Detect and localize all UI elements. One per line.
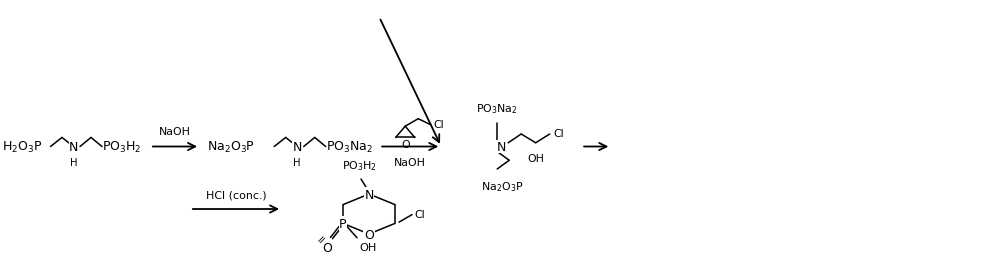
Text: Cl: Cl: [553, 129, 564, 139]
Text: NaOH: NaOH: [394, 158, 426, 168]
Text: Cl: Cl: [415, 209, 425, 219]
Text: P: P: [339, 217, 346, 230]
Text: OH: OH: [359, 242, 377, 252]
Text: H: H: [293, 158, 301, 168]
Text: Na$_2$O$_3$P: Na$_2$O$_3$P: [482, 179, 524, 193]
Text: Cl: Cl: [434, 120, 444, 130]
Text: HCl (conc.): HCl (conc.): [206, 189, 266, 200]
Text: PO$_3$Na$_2$: PO$_3$Na$_2$: [477, 102, 518, 116]
Text: H: H: [70, 158, 77, 168]
Text: $\mathregular{=}$: $\mathregular{=}$: [312, 231, 328, 247]
Text: PO$_3$H$_2$: PO$_3$H$_2$: [102, 139, 142, 154]
Text: PO$_3$Na$_2$: PO$_3$Na$_2$: [327, 139, 374, 154]
Text: PO$_3$H$_2$: PO$_3$H$_2$: [341, 158, 377, 172]
Text: O: O: [364, 228, 374, 241]
Text: N: N: [69, 140, 78, 153]
Text: N: N: [292, 140, 302, 153]
Text: N: N: [364, 188, 374, 201]
Text: N: N: [496, 140, 506, 153]
Text: Na$_2$O$_3$P: Na$_2$O$_3$P: [207, 139, 255, 154]
Text: O: O: [401, 140, 409, 150]
Text: NaOH: NaOH: [159, 126, 191, 136]
Text: O: O: [322, 241, 332, 253]
Text: H$_2$O$_3$P: H$_2$O$_3$P: [2, 139, 42, 154]
Text: OH: OH: [527, 153, 544, 163]
